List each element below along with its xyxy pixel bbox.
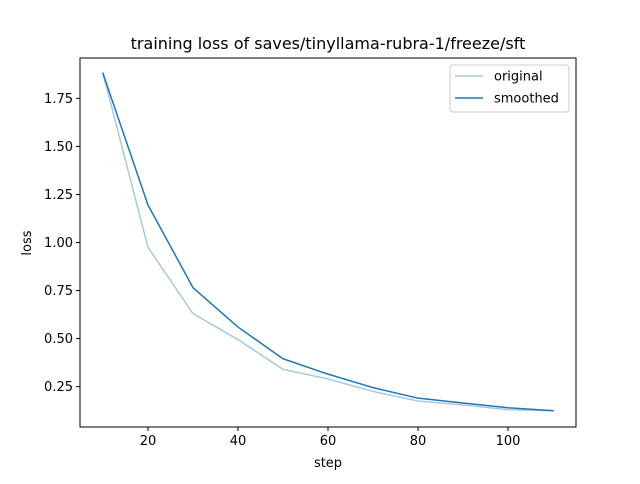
x-tick-label: 40 <box>230 434 247 449</box>
chart-title: training loss of saves/tinyllama-rubra-1… <box>131 34 526 53</box>
plot-frame <box>79 57 577 428</box>
x-tick-label: 20 <box>140 434 157 449</box>
legend-label-smoothed: smoothed <box>494 92 559 107</box>
y-axis-label: loss <box>20 230 35 255</box>
legend-label-original: original <box>494 70 543 85</box>
x-tick-label: 60 <box>320 434 337 449</box>
y-tick-label: 0.75 <box>44 284 73 299</box>
x-axis-ticks: 20 40 60 80 100 <box>140 427 521 449</box>
x-tick-label: 100 <box>496 434 521 449</box>
series-line-smoothed <box>101 72 554 412</box>
x-axis-label: step <box>314 456 342 471</box>
y-tick-label: 1.75 <box>44 92 73 107</box>
plot-lines <box>101 72 554 412</box>
y-tick-label: 1.50 <box>44 140 73 155</box>
y-tick-label: 1.00 <box>44 236 73 251</box>
y-tick-label: 1.25 <box>44 188 73 203</box>
legend: original smoothed <box>449 64 570 113</box>
y-axis-ticks: 0.25 0.50 0.75 1.00 1.25 1.50 1.75 <box>44 92 80 395</box>
x-tick-label: 80 <box>410 434 427 449</box>
series-line-original <box>102 72 554 412</box>
y-tick-label: 0.50 <box>44 332 73 347</box>
y-tick-label: 0.25 <box>44 380 73 395</box>
